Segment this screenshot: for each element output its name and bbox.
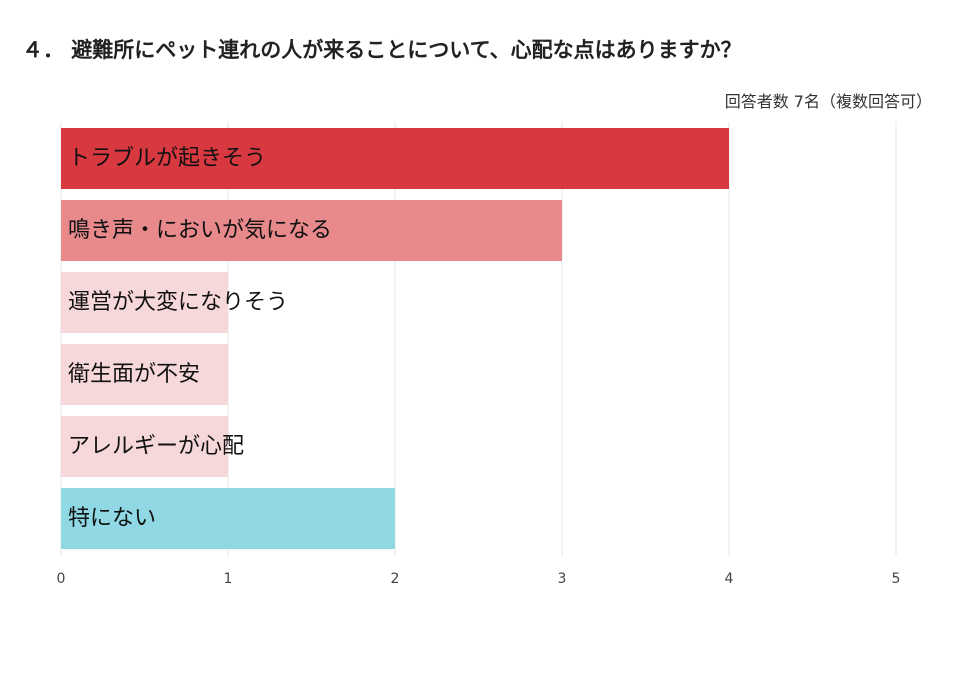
bar-label: 鳴き声・においが気になる: [68, 218, 332, 243]
bar-label: 特にない: [68, 506, 156, 531]
page-title: ４． 避難所にペット連れの人が来ることについて、心配な点はありますか？: [22, 38, 742, 62]
bar: [61, 272, 228, 333]
x-tick-label: 0: [57, 571, 66, 587]
x-tick-label: 4: [725, 571, 734, 587]
bar-label: アレルギーが心配: [68, 434, 244, 459]
bar-label: 衛生面が不安: [68, 362, 200, 387]
x-tick-labels: 0 1 2 3 4 5: [57, 571, 901, 587]
bar-labels: トラブルが起きそう鳴き声・においが気になる運営が大変になりそう衛生面が不安アレル…: [68, 146, 332, 531]
bar: [61, 128, 729, 189]
bar: [61, 344, 228, 405]
x-tick-label: 5: [892, 571, 901, 587]
x-tick-label: 1: [224, 571, 233, 587]
respondent-note: 回答者数 7名（複数回答可）: [724, 92, 932, 111]
bar-label: トラブルが起きそう: [68, 146, 266, 171]
bar: [61, 416, 228, 477]
bar: [61, 200, 562, 261]
bars: [61, 128, 729, 549]
bar-label: 運営が大変になりそう: [68, 290, 288, 315]
x-tick-label: 3: [558, 571, 567, 587]
grid-lines: [60, 122, 897, 556]
bar: [61, 488, 395, 549]
x-tick-label: 2: [391, 571, 400, 587]
